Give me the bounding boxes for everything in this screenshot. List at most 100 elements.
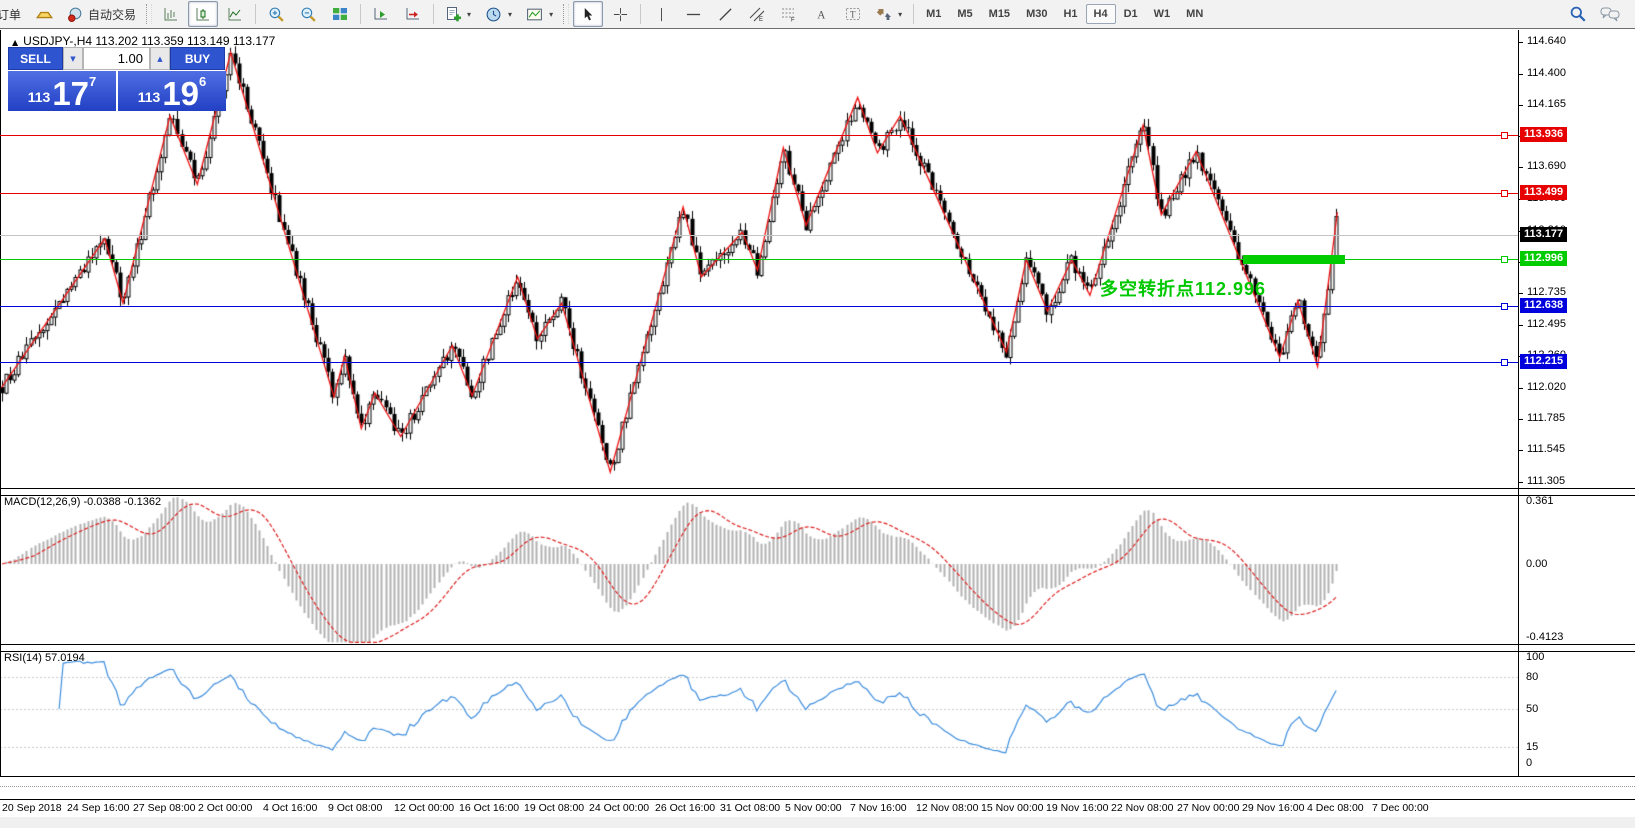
time-axis-label: 12 Nov 08:00 [916, 802, 979, 814]
text-icon: A [814, 7, 829, 22]
time-scale-strip[interactable] [0, 776, 1635, 800]
sell-price-button[interactable]: 113 17 7 [8, 71, 116, 111]
tab-timeframe-h4[interactable]: H4 [1085, 4, 1116, 24]
chart-shift-icon [405, 6, 421, 22]
chart-title-text: USDJPY-,H4 113.202 113.359 113.149 113.1… [23, 34, 276, 48]
volume-decrease-button[interactable]: ▼ [63, 47, 83, 70]
trendline-icon [718, 7, 733, 22]
toolbar-drag-handle[interactable] [146, 4, 153, 24]
clock-icon [485, 6, 502, 23]
equidistant-channel-button[interactable]: E [742, 1, 772, 27]
horizontal-line-object[interactable] [0, 259, 1518, 260]
hline-handle[interactable] [1501, 303, 1508, 310]
tile-windows-button[interactable] [325, 1, 355, 27]
zoom-in-button[interactable] [261, 1, 291, 27]
rsi-label: RSI(14) 57.0194 [4, 652, 85, 664]
tab-timeframe-mn[interactable]: MN [1186, 8, 1204, 20]
horizontal-line-object[interactable] [0, 135, 1518, 136]
price-tick-label: 114.640 [1527, 35, 1566, 47]
hline-handle[interactable] [1501, 256, 1508, 263]
time-axis-label: 20 Sep 2018 [2, 802, 62, 814]
hline-handle[interactable] [1501, 359, 1508, 366]
gold-bar-icon [35, 6, 53, 23]
fibonacci-button[interactable]: F [774, 1, 804, 27]
price-tick-label: 112.020 [1527, 381, 1566, 393]
order-button[interactable]: 订单 [0, 1, 27, 27]
svg-text:T: T [850, 10, 856, 20]
trendline-button[interactable] [710, 1, 740, 27]
chart-window: ▲ USDJPY-,H4 113.202 113.359 113.149 113.… [0, 29, 1635, 828]
price-tick-label: 111.545 [1527, 443, 1566, 455]
time-axis-label: 9 Oct 08:00 [328, 802, 383, 814]
volume-input[interactable] [83, 47, 150, 70]
tab-timeframe-m5[interactable]: M5 [957, 8, 973, 20]
price-tick-dash [1518, 105, 1523, 106]
buy-button[interactable]: BUY [170, 47, 225, 70]
tab-timeframe-m30[interactable]: M30 [1026, 8, 1048, 20]
auto-scroll-icon [373, 6, 389, 22]
arrows-caret-icon: ▾ [898, 9, 903, 19]
chat-button[interactable] [1595, 1, 1625, 27]
candlestick-chart-button[interactable] [188, 1, 219, 27]
time-axis-label: 19 Oct 08:00 [524, 802, 585, 814]
toolbar-drag-handle[interactable] [563, 4, 570, 24]
cursor-button[interactable] [573, 1, 604, 27]
horizontal-line-object[interactable] [0, 306, 1518, 307]
horizontal-line-button[interactable] [678, 1, 708, 27]
tab-timeframe-w1[interactable]: W1 [1153, 8, 1171, 20]
volume-increase-button[interactable]: ▲ [150, 47, 170, 70]
macd-pane-canvas[interactable] [0, 494, 1518, 644]
periods-button[interactable]: ▾ [479, 1, 518, 27]
scroll-dots [0, 786, 1635, 787]
chart-left-frame [0, 30, 1, 776]
time-axis-label: 4 Dec 08:00 [1307, 802, 1364, 814]
gold-bar-icon-button[interactable] [29, 1, 59, 27]
price-level-label: 113.936 [1520, 127, 1568, 142]
macd-axis-label: 0.00 [1526, 558, 1548, 570]
toolbar-separator [255, 4, 257, 24]
time-axis[interactable]: 20 Sep 2018 24 Sep 16:00 27 Sep 08:00 2 Oct… [0, 802, 1635, 817]
arrows-button[interactable]: ▾ [870, 1, 908, 27]
time-axis-label: 16 Oct 16:00 [459, 802, 520, 814]
auto-scroll-button[interactable] [366, 1, 396, 27]
price-tick-label: 114.165 [1527, 98, 1566, 110]
text-button[interactable]: A [806, 1, 836, 27]
pivot-annotation-text[interactable]: 多空转折点112.996 [1100, 279, 1267, 299]
price-tick-label: 111.785 [1527, 412, 1566, 424]
toolbar-separator [360, 4, 362, 24]
hline-handle[interactable] [1501, 190, 1508, 197]
text-label-button[interactable]: T [838, 1, 868, 27]
zoom-out-button[interactable] [293, 1, 323, 27]
new-chart-button[interactable]: ▾ [439, 1, 477, 27]
hline-handle[interactable] [1501, 132, 1508, 139]
bar-chart-button[interactable] [156, 1, 186, 27]
indicators-caret-icon: ▾ [549, 9, 554, 19]
indicators-button[interactable]: ▾ [520, 1, 559, 27]
tab-timeframe-m1[interactable]: M1 [926, 8, 942, 20]
crosshair-button[interactable] [605, 1, 635, 27]
tile-windows-icon [332, 6, 348, 22]
price-axis-border [1518, 30, 1519, 776]
rsi-pane-canvas[interactable] [0, 650, 1518, 776]
search-button[interactable] [1563, 1, 1593, 27]
green-pivot-segment[interactable] [1243, 255, 1345, 264]
price-tick-dash [1518, 450, 1523, 451]
svg-text:F: F [791, 18, 795, 23]
collapse-triangle-icon[interactable]: ▲ [12, 38, 19, 47]
toolbar-separator [640, 4, 642, 24]
horizontal-line-object[interactable] [0, 235, 1518, 236]
autotrade-button[interactable]: 自动交易 [61, 1, 142, 27]
horizontal-line-object[interactable] [0, 362, 1518, 363]
price-level-label: 112.638 [1520, 298, 1568, 313]
horizontal-line-object[interactable] [0, 193, 1518, 194]
tab-timeframe-m15[interactable]: M15 [988, 8, 1011, 20]
chart-title: ▲ USDJPY-,H4 113.202 113.359 113.149 113.… [12, 34, 275, 48]
tab-timeframe-h1[interactable]: H1 [1063, 8, 1078, 20]
time-axis-label: 19 Nov 16:00 [1046, 802, 1109, 814]
line-chart-button[interactable] [220, 1, 250, 27]
vertical-line-button[interactable] [646, 1, 676, 27]
buy-price-button[interactable]: 113 19 6 [118, 71, 226, 111]
chart-shift-button[interactable] [398, 1, 428, 27]
tab-timeframe-d1[interactable]: D1 [1123, 8, 1138, 20]
sell-button[interactable]: SELL [8, 47, 63, 70]
